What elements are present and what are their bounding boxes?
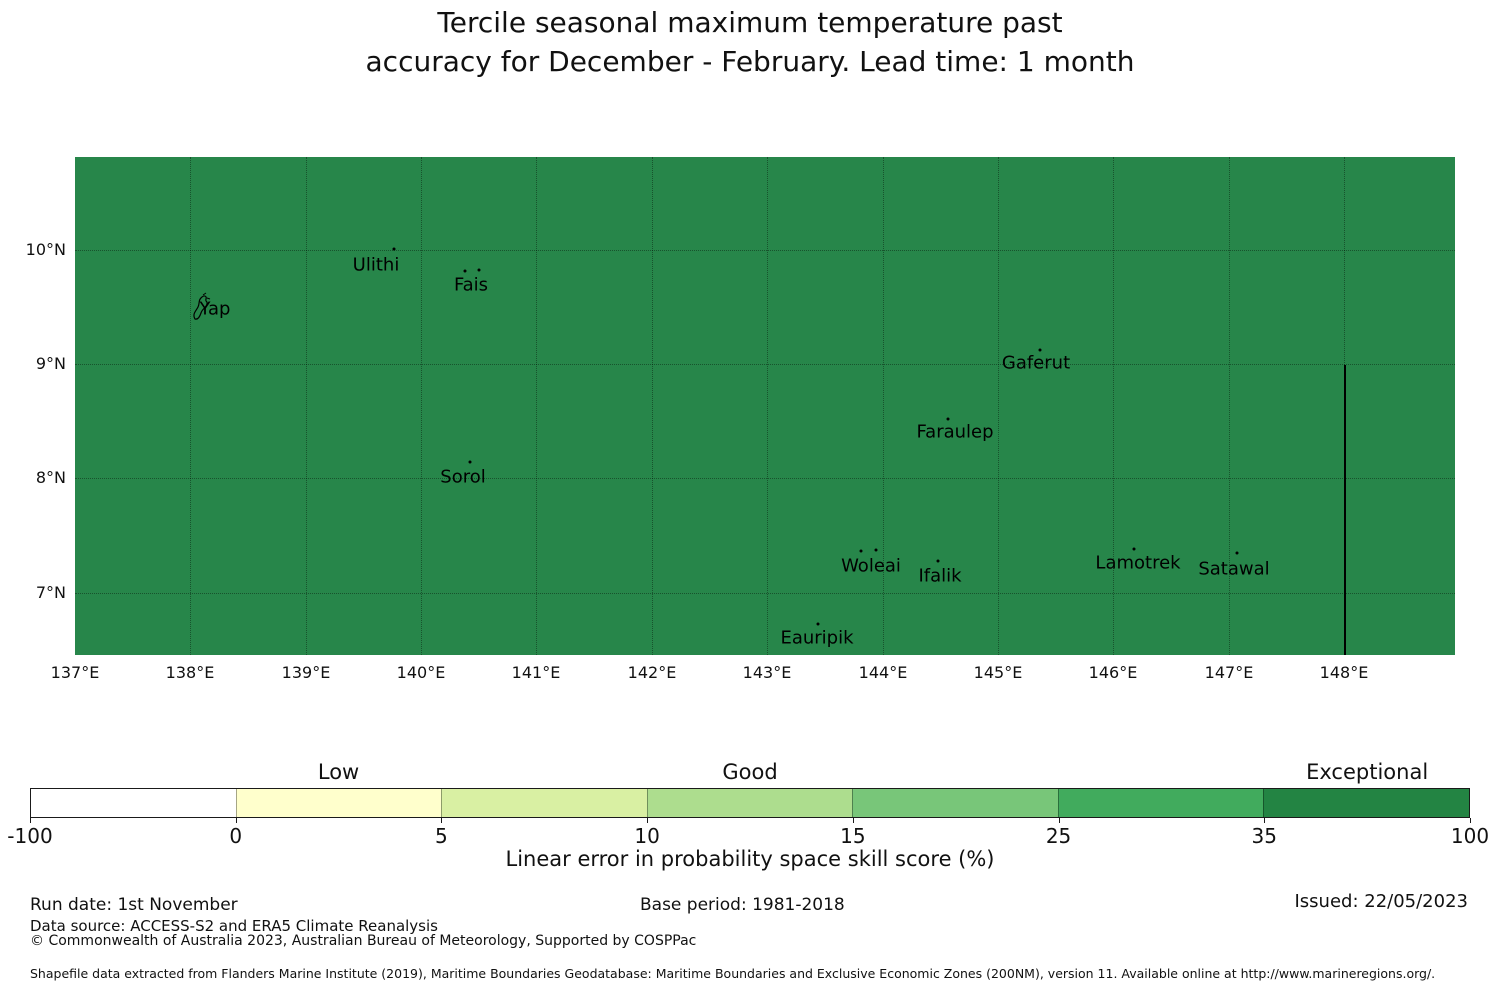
eez-boundary-line xyxy=(1344,365,1346,655)
island-label-gaferut: Gaferut xyxy=(1001,352,1071,374)
island-dot-lamotrek xyxy=(1132,547,1136,551)
island-dot-faraulep xyxy=(946,417,950,421)
y-tick-label: 7°N xyxy=(35,583,66,602)
chart-title: Tercile seasonal maximum temperature pas… xyxy=(0,3,1500,81)
map-gridline-horizontal xyxy=(75,593,1455,594)
island-label-ulithi: Ulithi xyxy=(352,254,400,276)
y-tick-label: 9°N xyxy=(35,354,66,373)
map-gridline-vertical xyxy=(190,157,191,655)
chart-title-line1: Tercile seasonal maximum temperature pas… xyxy=(437,6,1063,39)
map-gridline-horizontal xyxy=(75,478,1455,479)
island-dot-ifalik xyxy=(936,559,940,563)
colorbar-tick-mark xyxy=(1058,818,1060,823)
x-tick-label: 143°E xyxy=(742,663,792,682)
y-tick-label: 10°N xyxy=(25,240,66,259)
island-dot-satawal xyxy=(1235,551,1239,555)
island-label-faraulep: Faraulep xyxy=(916,421,994,443)
colorbar-tick-label: 0 xyxy=(229,824,243,848)
x-tick-label: 139°E xyxy=(281,663,331,682)
map-gridline-vertical xyxy=(421,157,422,655)
colorbar xyxy=(30,788,1470,818)
colorbar-segment xyxy=(31,789,236,817)
colorbar-segment xyxy=(235,789,442,817)
colorbar-tick-mark xyxy=(852,818,854,823)
map-gridline-vertical xyxy=(767,157,768,655)
map-gridline-vertical xyxy=(1229,157,1230,655)
colorbar-tick-mark xyxy=(235,818,237,823)
island-dot-woleai xyxy=(859,549,863,553)
issued-date-text: Issued: 22/05/2023 xyxy=(1294,891,1468,912)
shapefile-attribution-text: Shapefile data extracted from Flanders M… xyxy=(30,966,1436,981)
x-tick-label: 144°E xyxy=(858,663,908,682)
island-label-satawal: Satawal xyxy=(1198,558,1270,580)
island-label-eauripik: Eauripik xyxy=(780,627,854,649)
map-gridline-horizontal xyxy=(75,250,1455,251)
y-tick-label: 8°N xyxy=(35,468,66,487)
run-date-text: Run date: 1st November xyxy=(30,895,238,915)
colorbar-tick-mark xyxy=(647,818,649,823)
colorbar-tick-mark xyxy=(1470,818,1471,823)
colorbar-category-exceptional: Exceptional xyxy=(1306,760,1429,784)
yap-island-shape xyxy=(188,292,214,326)
island-dot-eauripik xyxy=(816,622,820,626)
map-gridline-vertical xyxy=(536,157,537,655)
colorbar-axis-label: Linear error in probability space skill … xyxy=(505,847,995,871)
x-tick-label: 138°E xyxy=(165,663,215,682)
map-gridline-horizontal xyxy=(75,364,1455,365)
island-label-sorol: Sorol xyxy=(440,466,486,488)
island-dot-ulithi xyxy=(392,247,396,251)
island-dot-fais xyxy=(477,268,481,272)
island-label-ifalik: Ifalik xyxy=(918,565,962,587)
colorbar-segment xyxy=(1263,789,1470,817)
island-label-fais: Fais xyxy=(453,274,489,296)
colorbar-segment xyxy=(646,789,853,817)
island-dot-sorol xyxy=(468,460,472,464)
map-gridline-vertical xyxy=(998,157,999,655)
map-gridline-vertical xyxy=(883,157,884,655)
data-source-text: Data source: ACCESS-S2 and ERA5 Climate … xyxy=(30,917,438,935)
colorbar-tick-label: 35 xyxy=(1251,824,1277,848)
colorbar-tick-label: 100 xyxy=(1450,824,1490,848)
island-dot-woleai xyxy=(874,548,878,552)
colorbar-segment xyxy=(852,789,1058,817)
copyright-text: © Commonwealth of Australia 2023, Austra… xyxy=(30,933,697,949)
x-tick-label: 146°E xyxy=(1088,663,1138,682)
colorbar-segment xyxy=(441,789,647,817)
map-gridline-vertical xyxy=(652,157,653,655)
colorbar-tick-mark xyxy=(30,818,31,823)
base-period-text: Base period: 1981-2018 xyxy=(640,895,845,915)
x-tick-label: 141°E xyxy=(511,663,561,682)
colorbar-tick-label: -100 xyxy=(7,824,53,848)
x-tick-label: 137°E xyxy=(50,663,100,682)
colorbar-segment xyxy=(1057,789,1264,817)
island-label-lamotrek: Lamotrek xyxy=(1095,552,1181,574)
x-tick-label: 147°E xyxy=(1204,663,1254,682)
x-tick-label: 140°E xyxy=(396,663,446,682)
chart-title-line2: accuracy for December - February. Lead t… xyxy=(365,45,1135,78)
colorbar-tick-mark xyxy=(441,818,443,823)
colorbar-tick-mark xyxy=(1264,818,1266,823)
colorbar-category-good: Good xyxy=(722,760,778,784)
x-tick-label: 145°E xyxy=(973,663,1023,682)
island-dot-fais xyxy=(463,269,467,273)
colorbar-tick-label: 10 xyxy=(634,824,660,848)
x-tick-label: 148°E xyxy=(1319,663,1369,682)
map-gridline-vertical xyxy=(1113,157,1114,655)
colorbar-tick-label: 25 xyxy=(1045,824,1072,848)
colorbar-tick-label: 5 xyxy=(435,824,448,848)
colorbar-category-low: Low xyxy=(317,760,360,784)
colorbar-tick-label: 15 xyxy=(840,824,866,848)
map-gridline-vertical xyxy=(306,157,307,655)
map-area: Yap Ulithi Fais Sorol Gaferut Faraulep Woleai I… xyxy=(75,157,1455,655)
island-label-woleai: Woleai xyxy=(841,555,901,577)
island-dot-gaferut xyxy=(1038,348,1042,352)
x-tick-label: 142°E xyxy=(627,663,677,682)
